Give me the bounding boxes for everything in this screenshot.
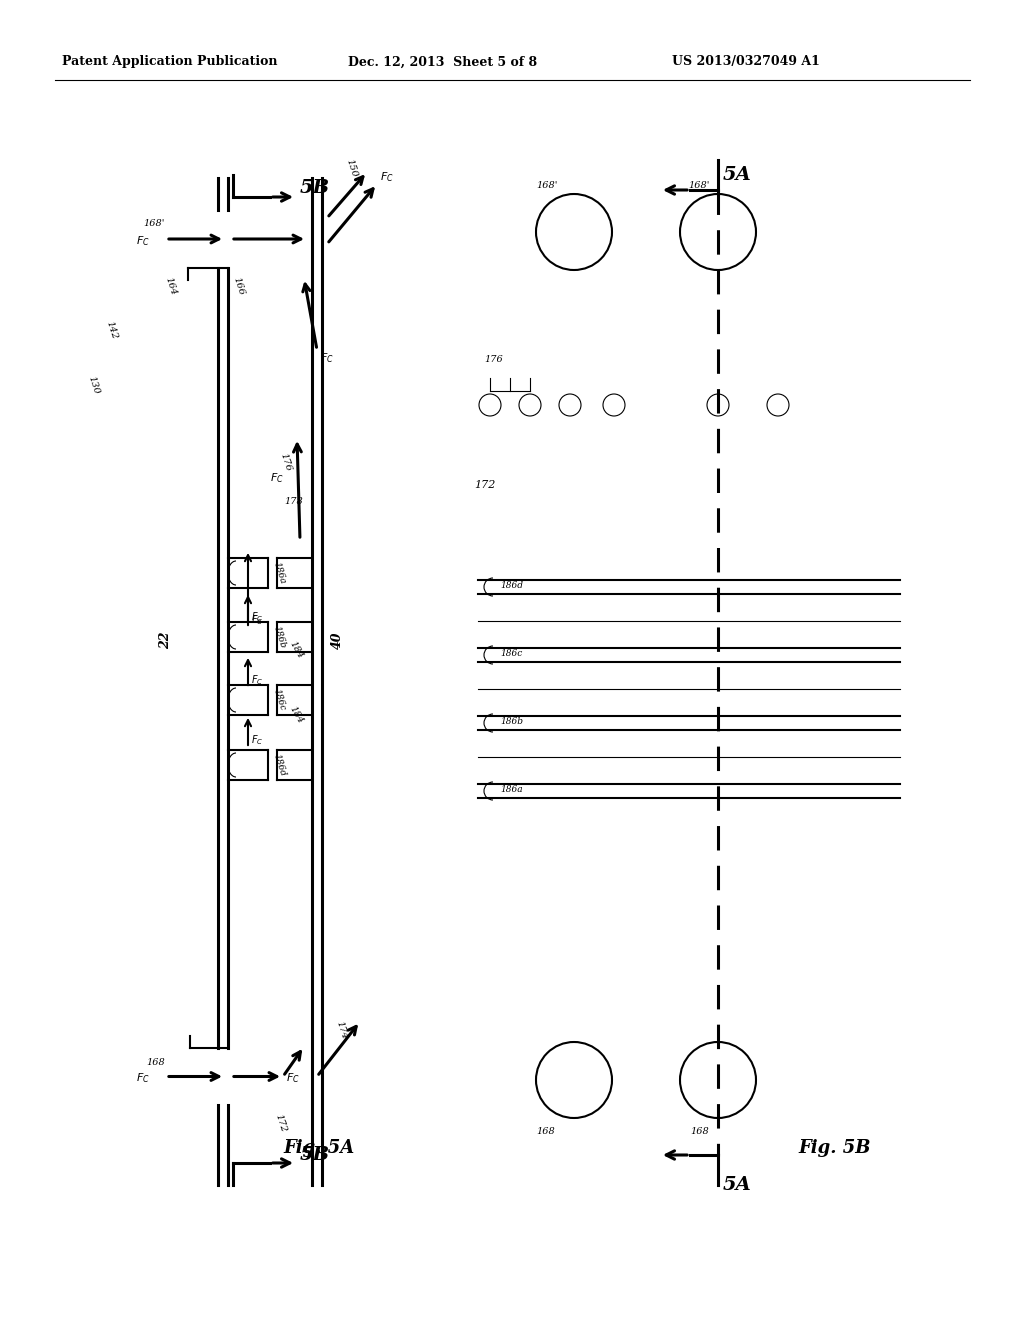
Text: 5B: 5B bbox=[300, 180, 330, 197]
Text: 5B: 5B bbox=[300, 1146, 330, 1164]
Text: 168: 168 bbox=[146, 1059, 165, 1067]
Text: 184: 184 bbox=[288, 640, 305, 660]
Text: 186d: 186d bbox=[500, 581, 523, 590]
Text: 168': 168' bbox=[143, 219, 165, 228]
Text: 168: 168 bbox=[690, 1127, 709, 1137]
Text: 186a: 186a bbox=[271, 561, 287, 585]
Text: 168': 168' bbox=[536, 181, 557, 190]
Text: Dec. 12, 2013  Sheet 5 of 8: Dec. 12, 2013 Sheet 5 of 8 bbox=[348, 55, 538, 69]
Text: Fig. 5B: Fig. 5B bbox=[798, 1139, 870, 1158]
Text: 186a: 186a bbox=[500, 784, 522, 793]
Text: 168': 168' bbox=[688, 181, 710, 190]
Text: 186b: 186b bbox=[500, 717, 523, 726]
Text: 186c: 186c bbox=[500, 648, 522, 657]
Text: 176: 176 bbox=[278, 451, 293, 473]
Text: 186b: 186b bbox=[271, 624, 287, 649]
Text: 40: 40 bbox=[331, 631, 343, 648]
Text: $F_C$: $F_C$ bbox=[136, 1072, 150, 1085]
Text: Fig. 5A: Fig. 5A bbox=[283, 1139, 354, 1158]
Text: Patent Application Publication: Patent Application Publication bbox=[62, 55, 278, 69]
Text: 186c: 186c bbox=[271, 688, 287, 711]
Text: 150: 150 bbox=[344, 157, 358, 178]
Text: 164: 164 bbox=[163, 276, 177, 296]
Text: 172: 172 bbox=[273, 1113, 288, 1134]
Text: $F_C$: $F_C$ bbox=[251, 610, 263, 624]
Text: 186d: 186d bbox=[271, 752, 287, 777]
Text: 22: 22 bbox=[160, 631, 172, 648]
Text: 168: 168 bbox=[536, 1127, 555, 1137]
Text: $F_C$: $F_C$ bbox=[286, 1072, 300, 1085]
Text: 130: 130 bbox=[86, 375, 100, 395]
Text: 176: 176 bbox=[484, 355, 503, 364]
Text: 166: 166 bbox=[231, 276, 246, 296]
Text: 184: 184 bbox=[288, 705, 305, 726]
Text: 5A: 5A bbox=[723, 1176, 752, 1195]
Text: $F_C$: $F_C$ bbox=[251, 733, 263, 747]
Text: $F_C$: $F_C$ bbox=[251, 673, 263, 686]
Text: 5A: 5A bbox=[723, 166, 752, 183]
Text: $F_C$: $F_C$ bbox=[319, 351, 334, 364]
Text: 172: 172 bbox=[474, 480, 496, 490]
Text: $F_C$: $F_C$ bbox=[270, 471, 284, 484]
Text: 174: 174 bbox=[334, 1019, 348, 1040]
Text: US 2013/0327049 A1: US 2013/0327049 A1 bbox=[672, 55, 820, 69]
Text: $F_C$: $F_C$ bbox=[380, 170, 394, 183]
Text: 178: 178 bbox=[284, 498, 303, 507]
Text: $F_C$: $F_C$ bbox=[136, 234, 150, 248]
Text: $F_C$: $F_C$ bbox=[251, 612, 263, 627]
Text: 142: 142 bbox=[104, 319, 119, 341]
